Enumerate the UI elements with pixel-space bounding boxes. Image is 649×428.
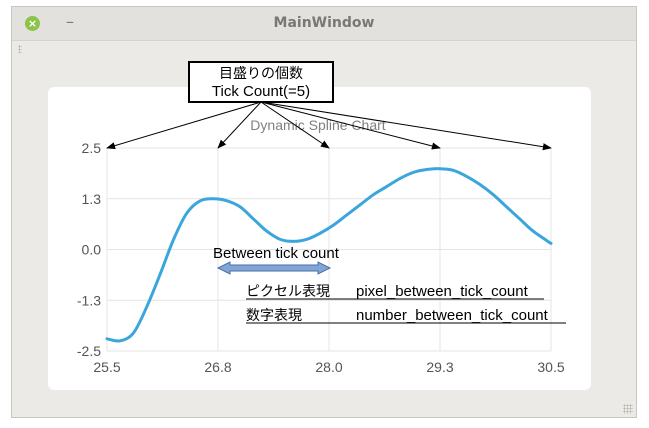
between-tick-label: Between tick count bbox=[213, 245, 340, 262]
x-tick-label: 30.5 bbox=[537, 359, 564, 375]
y-tick-label: -2.5 bbox=[77, 343, 101, 359]
chart-title: Dynamic Spline Chart bbox=[250, 117, 385, 133]
resize-grip-icon[interactable] bbox=[623, 404, 633, 414]
minimize-button[interactable]: – bbox=[66, 12, 74, 31]
pixel-label: ピクセル表現 bbox=[246, 284, 330, 300]
y-axis: 2.5 1.3 0.0 -1.3 -2.5 bbox=[77, 140, 101, 359]
tick-arrow bbox=[217, 101, 262, 149]
y-tick-label: -1.3 bbox=[77, 292, 101, 308]
pixel-between-tick-count: pixel_between_tick_count bbox=[356, 283, 529, 300]
tick-count-label-jp: 目盛りの個数 bbox=[219, 66, 303, 82]
y-tick-label: 0.0 bbox=[82, 242, 102, 258]
tick-count-label: Tick Count(=5) bbox=[212, 83, 310, 100]
x-tick-label: 26.8 bbox=[204, 359, 231, 375]
grid bbox=[106, 147, 552, 352]
series-line bbox=[105, 167, 553, 343]
tick-arrow bbox=[260, 101, 330, 149]
double-arrow-icon bbox=[216, 261, 332, 275]
tick-arrow bbox=[260, 101, 441, 150]
y-tick-label: 1.3 bbox=[82, 191, 102, 207]
number-label: 数字表現 bbox=[246, 308, 302, 324]
x-tick-label: 29.3 bbox=[426, 359, 453, 375]
x-tick-label: 25.5 bbox=[93, 359, 120, 375]
tick-count-box bbox=[188, 61, 334, 103]
y-tick-label: 2.5 bbox=[82, 140, 102, 156]
toolbar-grip-icon[interactable] bbox=[18, 45, 22, 53]
tick-arrow bbox=[106, 101, 262, 150]
close-button[interactable]: × bbox=[25, 16, 40, 31]
tick-count-arrows bbox=[106, 101, 552, 151]
x-axis: 25.5 26.8 28.0 29.3 30.5 bbox=[93, 359, 564, 375]
number-between-tick-count: number_between_tick_count bbox=[356, 307, 549, 324]
chart-panel bbox=[48, 87, 591, 390]
x-tick-label: 28.0 bbox=[315, 359, 342, 375]
tick-arrow bbox=[260, 101, 552, 151]
